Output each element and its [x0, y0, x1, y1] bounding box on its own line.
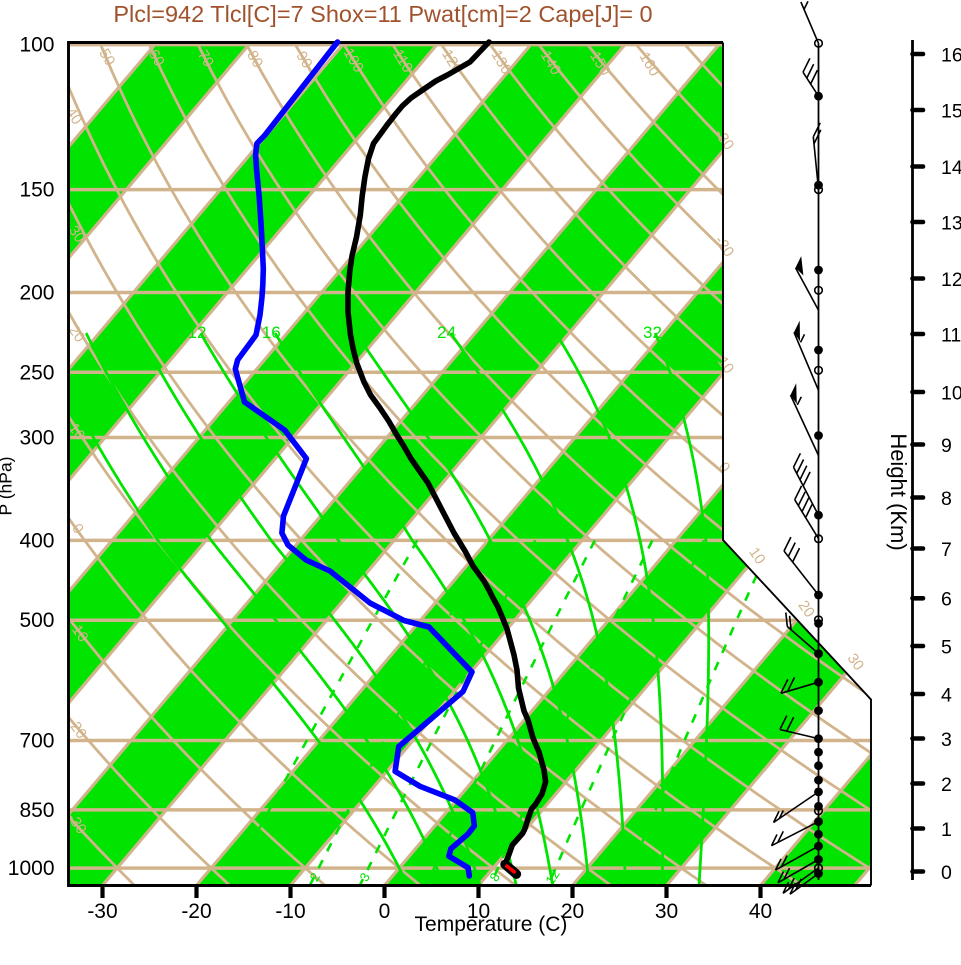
svg-text:20: 20	[561, 900, 584, 923]
svg-text:4: 4	[941, 684, 952, 706]
svg-text:500: 500	[19, 609, 54, 632]
svg-text:12: 12	[188, 323, 207, 342]
svg-text:16: 16	[941, 44, 961, 66]
svg-text:5: 5	[941, 636, 952, 658]
svg-text:10: 10	[467, 900, 490, 923]
svg-text:Height (Km): Height (Km)	[886, 433, 911, 550]
svg-text:3: 3	[941, 729, 952, 751]
svg-text:30: 30	[65, 223, 88, 246]
svg-text:15: 15	[941, 100, 961, 122]
svg-text:0: 0	[941, 862, 952, 884]
svg-text:-30: -30	[87, 900, 117, 923]
svg-text:20: 20	[794, 597, 817, 620]
svg-text:11: 11	[941, 324, 961, 346]
svg-text:10: 10	[941, 382, 961, 404]
svg-text:20: 20	[618, 867, 638, 887]
svg-text:12: 12	[941, 269, 961, 291]
svg-text:2: 2	[941, 774, 952, 796]
svg-text:40: 40	[749, 900, 772, 923]
svg-text:850: 850	[19, 799, 54, 822]
svg-text:80: 80	[243, 48, 266, 71]
svg-text:6: 6	[941, 589, 952, 611]
svg-text:200: 200	[19, 282, 54, 305]
svg-text:300: 300	[19, 427, 54, 450]
svg-text:400: 400	[19, 529, 54, 552]
svg-text:1000: 1000	[8, 857, 55, 880]
svg-text:7: 7	[941, 539, 952, 561]
svg-text:10: 10	[65, 420, 88, 443]
svg-text:12: 12	[542, 867, 562, 887]
svg-text:70: 70	[194, 47, 217, 70]
svg-text:16: 16	[262, 323, 281, 342]
svg-text:60: 60	[145, 46, 168, 69]
svg-text:13: 13	[941, 212, 961, 234]
svg-text:8: 8	[941, 488, 952, 510]
svg-text:150: 150	[19, 179, 54, 202]
svg-text:24: 24	[437, 323, 456, 342]
svg-text:Plcl=942 Tlcl[C]=7 Shox=11 Pwa: Plcl=942 Tlcl[C]=7 Shox=11 Pwat[cm]=2 Ca…	[113, 1, 652, 27]
svg-text:20: 20	[65, 322, 88, 345]
svg-text:10: 10	[745, 544, 768, 567]
svg-text:32: 32	[643, 323, 662, 342]
svg-text:-10: -10	[275, 900, 305, 923]
svg-text:90: 90	[292, 48, 315, 71]
svg-text:1: 1	[941, 819, 952, 841]
svg-text:50: 50	[95, 46, 118, 69]
svg-text:700: 700	[19, 730, 54, 753]
svg-text:-20: -20	[181, 900, 211, 923]
svg-text:9: 9	[941, 435, 952, 457]
svg-text:P (hPa): P (hPa)	[0, 456, 16, 515]
svg-text:30: 30	[844, 650, 867, 673]
svg-text:Temperature (C): Temperature (C)	[415, 913, 568, 936]
svg-text:0: 0	[379, 900, 391, 923]
svg-text:100: 100	[19, 34, 54, 57]
svg-text:30: 30	[655, 900, 678, 923]
svg-text:14: 14	[941, 157, 961, 179]
svg-text:250: 250	[19, 361, 54, 384]
